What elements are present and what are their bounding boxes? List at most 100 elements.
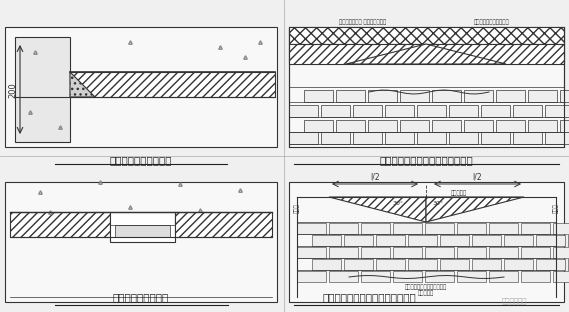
Bar — [336, 90, 365, 102]
Text: 墙处品: 墙处品 — [294, 203, 300, 213]
Bar — [353, 132, 382, 144]
Text: 砖墙置量上下墙面和墙皮: 砖墙置量上下墙面和墙皮 — [474, 19, 510, 25]
Bar — [440, 235, 469, 246]
Bar — [344, 259, 373, 270]
Bar — [329, 271, 358, 282]
Bar — [400, 90, 429, 102]
Bar — [449, 105, 478, 117]
Bar — [393, 271, 422, 282]
Bar — [289, 182, 564, 302]
Bar — [553, 247, 569, 258]
Bar — [496, 90, 525, 102]
Bar — [560, 90, 569, 102]
Text: 鸿工工程管理: 鸿工工程管理 — [501, 297, 527, 304]
Bar — [513, 132, 542, 144]
Bar — [449, 132, 478, 144]
Text: 斜砌中部预制三角砖块（方法一）: 斜砌中部预制三角砖块（方法一） — [379, 155, 473, 165]
Bar — [432, 120, 461, 132]
Bar — [481, 132, 510, 144]
Bar — [504, 259, 533, 270]
Text: 30°: 30° — [393, 201, 403, 206]
Bar — [504, 235, 533, 246]
Text: l/2: l/2 — [472, 172, 482, 181]
Bar — [289, 27, 564, 147]
Polygon shape — [346, 44, 506, 64]
Bar — [385, 132, 414, 144]
Bar — [304, 120, 333, 132]
Text: 斜砌管线部位的节点: 斜砌管线部位的节点 — [113, 292, 169, 302]
Text: 斜砌端部预制三角砖块: 斜砌端部预制三角砖块 — [110, 155, 172, 165]
Bar — [289, 105, 318, 117]
Bar — [329, 223, 358, 234]
Text: 板板采用细砖细部可墙支置板: 板板采用细砖细部可墙支置板 — [405, 285, 447, 290]
Polygon shape — [70, 72, 275, 97]
Bar — [521, 247, 550, 258]
Bar — [568, 259, 569, 270]
Bar — [496, 120, 525, 132]
Bar — [528, 120, 557, 132]
Text: 200: 200 — [9, 82, 18, 98]
Bar — [432, 90, 461, 102]
Bar — [115, 225, 170, 237]
Bar — [376, 235, 405, 246]
Bar — [361, 223, 390, 234]
Bar — [361, 271, 390, 282]
Polygon shape — [329, 197, 426, 222]
Bar — [440, 259, 469, 270]
Bar — [536, 259, 565, 270]
Polygon shape — [426, 197, 524, 222]
Polygon shape — [175, 212, 272, 237]
Text: 砌砖大图则: 砌砖大图则 — [418, 290, 434, 296]
Bar — [425, 247, 454, 258]
Bar — [545, 132, 569, 144]
Polygon shape — [10, 212, 110, 237]
Bar — [545, 105, 569, 117]
Bar — [344, 235, 373, 246]
Bar — [312, 235, 341, 246]
Polygon shape — [70, 72, 95, 97]
Bar — [560, 120, 569, 132]
Text: 预制三角砖: 预制三角砖 — [451, 190, 467, 196]
Bar — [400, 120, 429, 132]
Bar — [464, 120, 493, 132]
Bar — [110, 212, 175, 242]
Text: 斜砌中部预制三角砖块（方法二）: 斜砌中部预制三角砖块（方法二） — [322, 292, 416, 302]
Bar — [289, 44, 564, 64]
Bar — [289, 132, 318, 144]
Bar — [464, 90, 493, 102]
Bar — [521, 271, 550, 282]
Bar — [297, 223, 326, 234]
Bar — [513, 105, 542, 117]
Bar — [457, 271, 486, 282]
Bar — [353, 105, 382, 117]
Bar — [553, 223, 569, 234]
Text: l/2: l/2 — [370, 172, 380, 181]
Bar — [568, 235, 569, 246]
Bar — [321, 105, 350, 117]
Bar — [297, 247, 326, 258]
Bar — [472, 259, 501, 270]
Bar — [417, 132, 446, 144]
Bar — [15, 37, 70, 142]
Bar — [408, 235, 437, 246]
Bar — [457, 223, 486, 234]
Bar — [321, 132, 350, 144]
Bar — [361, 247, 390, 258]
Bar — [393, 247, 422, 258]
Bar — [297, 271, 326, 282]
Bar — [312, 259, 341, 270]
Bar — [528, 90, 557, 102]
Bar — [368, 90, 397, 102]
Bar — [536, 235, 565, 246]
Bar — [393, 223, 422, 234]
Bar — [5, 27, 277, 147]
Bar — [489, 223, 518, 234]
Bar — [408, 259, 437, 270]
Text: 墙三砖: 墙三砖 — [554, 203, 559, 213]
Bar — [417, 105, 446, 117]
Bar — [425, 271, 454, 282]
Bar — [289, 27, 564, 44]
Bar — [5, 182, 277, 302]
Bar — [329, 247, 358, 258]
Bar — [553, 271, 569, 282]
